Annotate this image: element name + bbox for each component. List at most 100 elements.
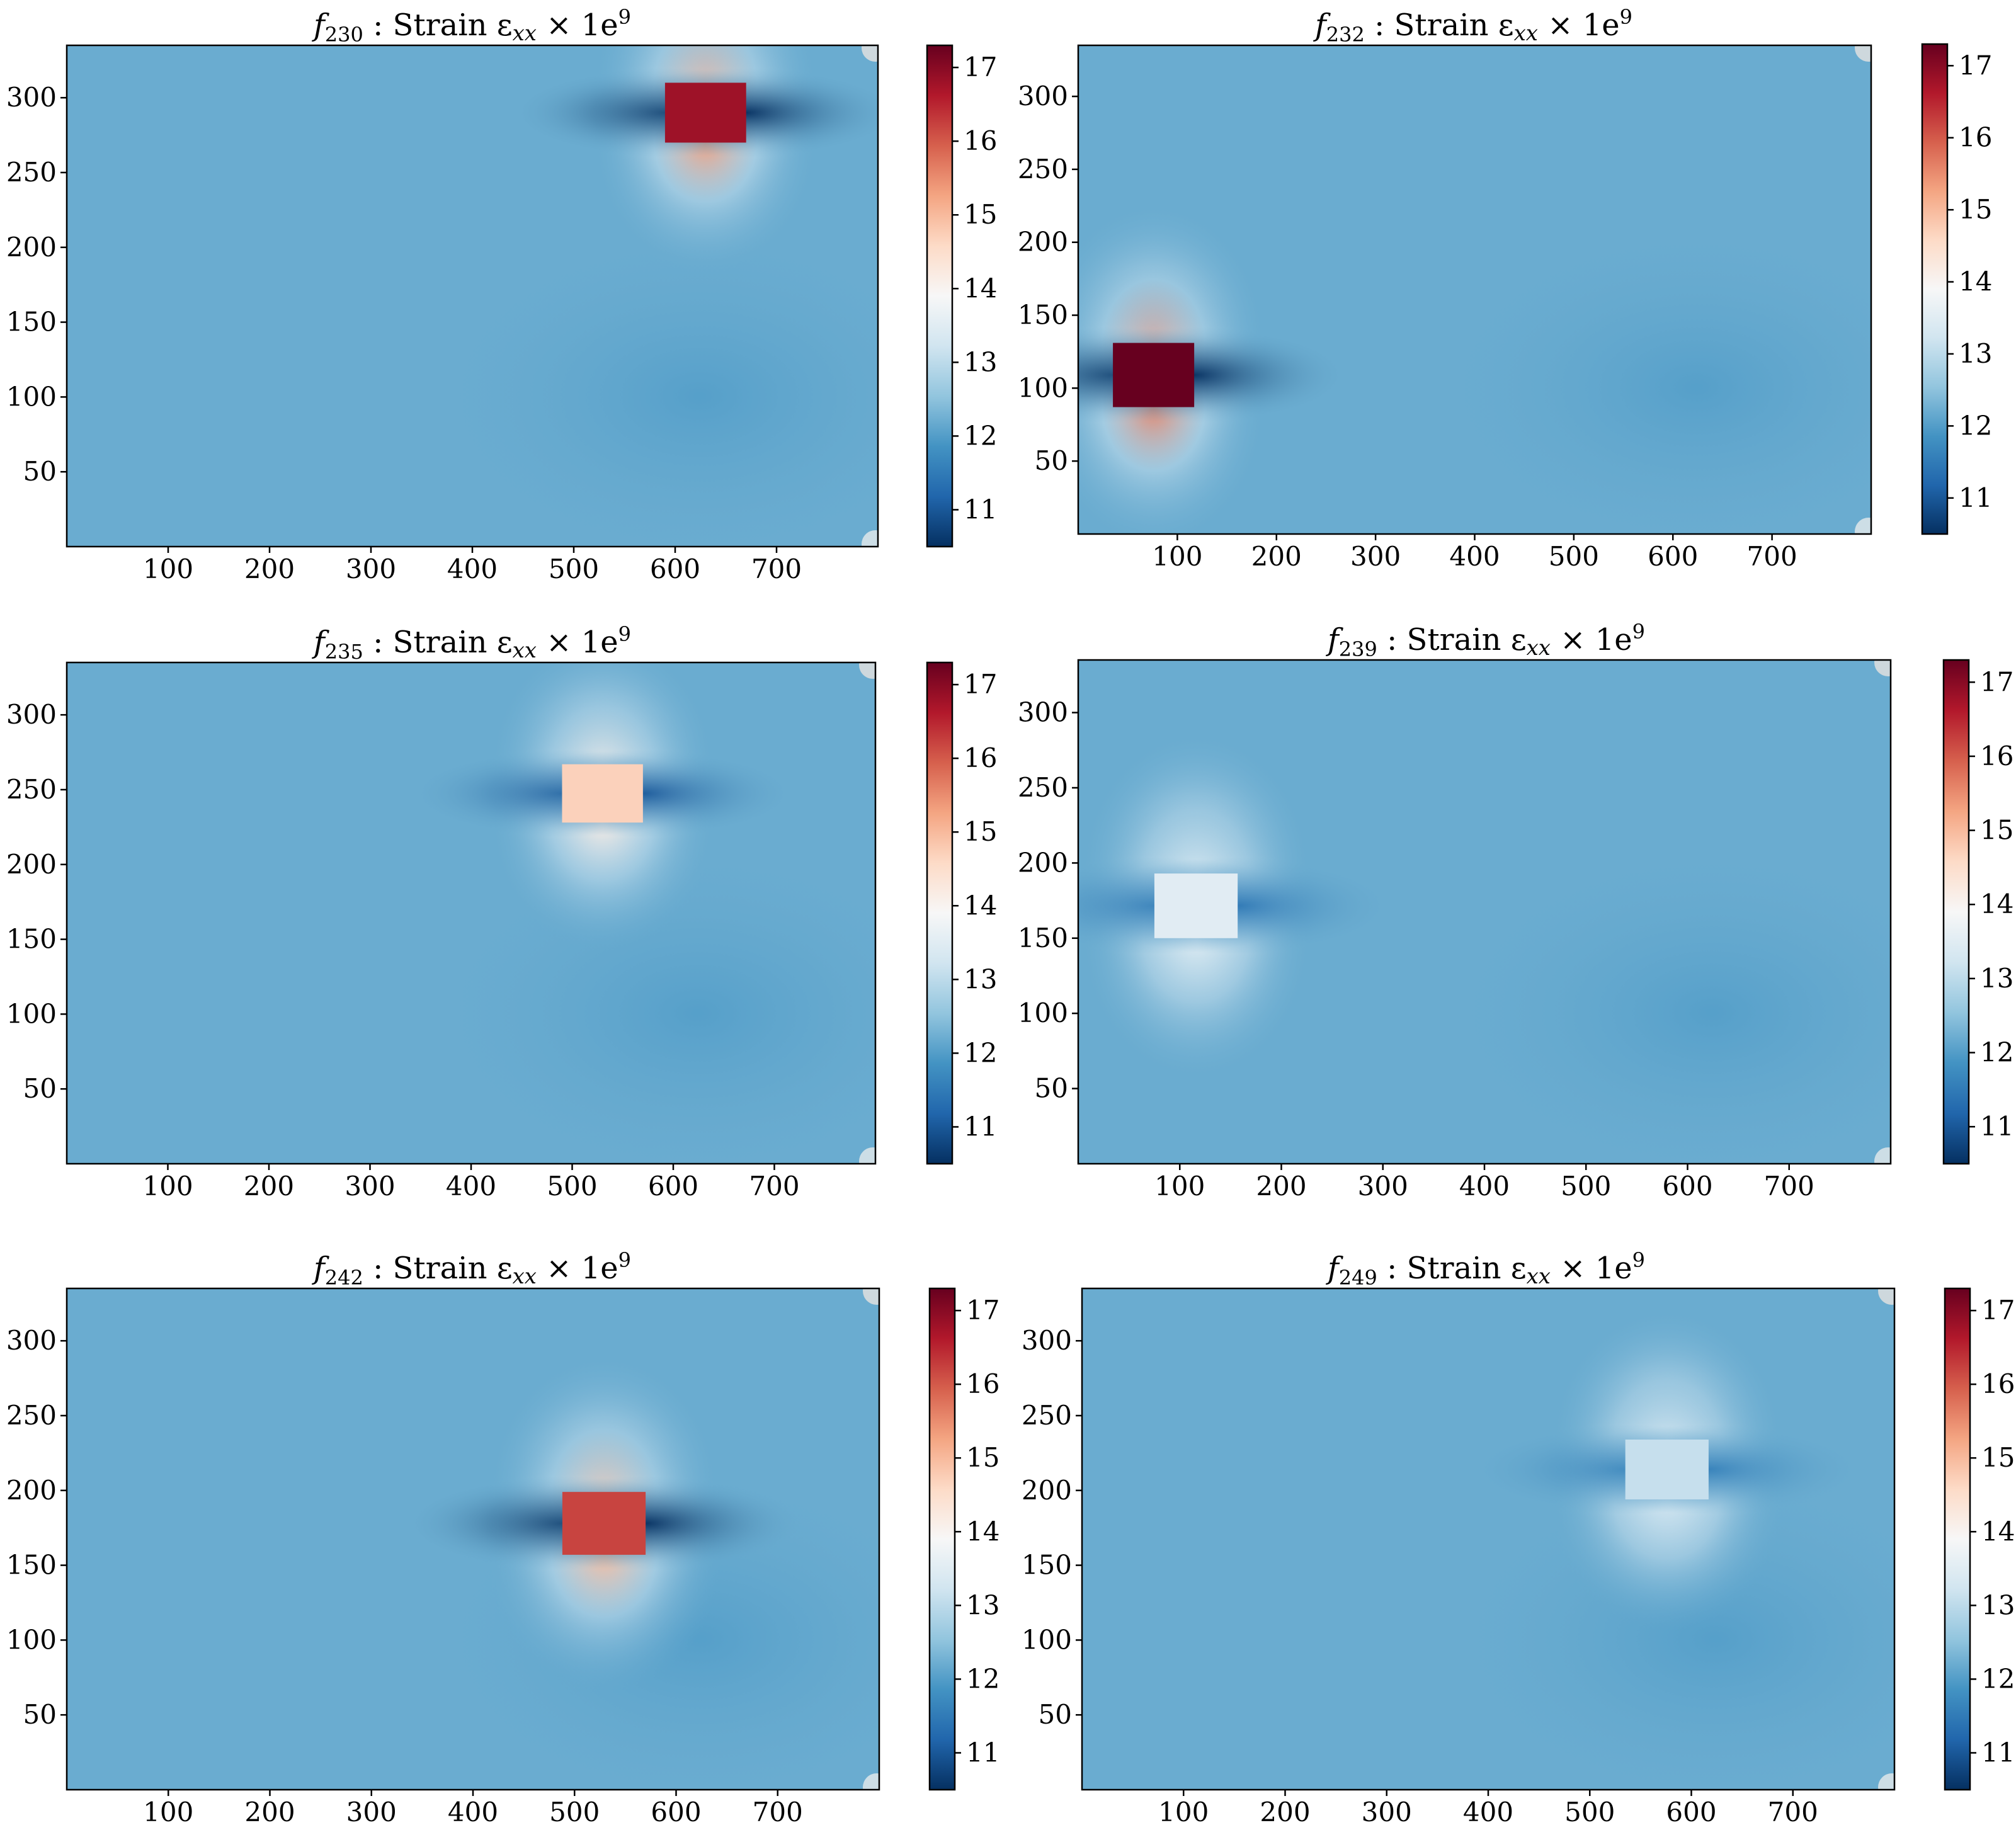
inclusion-block <box>562 1492 646 1555</box>
colorbar-tick-label: 12 <box>964 420 997 451</box>
background-variation <box>1419 216 1871 534</box>
colorbar-gradient <box>1942 659 1970 1165</box>
colorbar-tick-label: 11 <box>1980 1111 2013 1142</box>
x-tick-label: 600 <box>1648 541 1698 572</box>
y-tick-label: 50 <box>23 1699 57 1730</box>
x-tick-label: 500 <box>549 554 599 584</box>
x-tick-label: 200 <box>1260 1797 1310 1827</box>
colorbar-tick-label: 14 <box>966 1516 999 1547</box>
y-tick-label: 250 <box>1018 154 1068 185</box>
y-tick-label: 50 <box>1035 1073 1068 1104</box>
x-tick-label: 300 <box>346 554 396 584</box>
heatmap-panel-235: 100 200 300 400 500 600 700 50 100 150 200 250 300 f2… <box>6 622 998 1202</box>
colorbar-tick-label: 15 <box>964 199 997 230</box>
y-tick-label: 50 <box>23 1073 57 1104</box>
colorbar-tick-label: 15 <box>966 1442 999 1473</box>
colorbar: 11 12 13 14 15 16 17 <box>1921 43 1992 535</box>
y-tick-label: 200 <box>1022 1475 1072 1506</box>
colorbar-tick-label: 12 <box>1981 1663 2015 1694</box>
colorbar-tick-label: 14 <box>1959 266 1992 297</box>
x-tick-label: 100 <box>1158 1797 1209 1827</box>
colorbar-tick-label: 17 <box>1981 1295 2015 1326</box>
corner-artifact <box>1878 1773 1894 1790</box>
y-tick-label: 200 <box>6 232 57 263</box>
colorbar-tick-label: 13 <box>1981 1589 2015 1620</box>
corner-artifact <box>862 530 878 547</box>
colorbar-tick-label: 11 <box>1959 482 1992 513</box>
strain-field <box>67 662 875 1164</box>
colorbar-tick-label: 16 <box>1981 1368 2015 1399</box>
colorbar-tick-label: 13 <box>964 963 997 994</box>
colorbar-tick-label: 16 <box>1980 741 2013 771</box>
corner-artifact <box>1874 1147 1891 1164</box>
y-tick-label: 300 <box>1022 1325 1072 1356</box>
colorbar: 11 12 13 14 15 16 17 <box>926 44 997 548</box>
colorbar: 11 12 13 14 15 16 17 <box>928 1287 999 1791</box>
inclusion-block <box>562 764 643 823</box>
x-tick-label: 700 <box>1768 1797 1818 1827</box>
x-tick-label: 600 <box>651 1797 701 1827</box>
x-tick-label: 300 <box>345 1171 395 1202</box>
x-tick-label: 100 <box>143 554 193 584</box>
colorbar-tick-label: 12 <box>964 1037 997 1068</box>
colorbar-gradient <box>1944 1287 1971 1791</box>
y-tick-label: 200 <box>6 849 57 880</box>
panel-title: f249 : Strain εxx × 1e9 <box>1326 1248 1645 1290</box>
y-tick-label: 50 <box>1035 445 1068 476</box>
x-tick-label: 200 <box>244 554 295 584</box>
x-tick-label: 500 <box>1561 1171 1611 1202</box>
inclusion-block <box>1154 873 1238 938</box>
strain-field <box>1082 1288 1894 1790</box>
x-tick-label: 500 <box>1564 1797 1615 1827</box>
corner-artifact <box>863 1773 879 1790</box>
strain-field <box>67 1288 879 1790</box>
y-tick-label: 150 <box>1018 923 1068 953</box>
y-tick-label: 100 <box>6 1624 57 1655</box>
x-tick-label: 600 <box>1666 1797 1716 1827</box>
x-tick-label: 400 <box>1463 1797 1513 1827</box>
y-tick-label: 300 <box>6 699 57 730</box>
colorbar-tick-label: 13 <box>964 346 997 377</box>
colorbar-tick-label: 14 <box>964 273 997 304</box>
corner-artifact <box>1855 518 1871 534</box>
colorbar-tick-label: 15 <box>1981 1442 2015 1473</box>
strain-field <box>1078 45 1871 534</box>
corner-artifact <box>859 662 875 679</box>
x-tick-label: 400 <box>446 1171 496 1202</box>
heatmap-panel-239: 100 200 300 400 500 600 700 50 100 150 200 250 300 f2… <box>1018 620 2014 1202</box>
colorbar: 11 12 13 14 15 16 17 <box>926 661 997 1165</box>
colorbar-tick-label: 12 <box>1980 1037 2013 1068</box>
colorbar-tick-label: 11 <box>964 494 997 525</box>
corner-artifact <box>1874 660 1891 676</box>
x-tick-label: 100 <box>142 1171 193 1202</box>
y-tick-label: 300 <box>1018 81 1068 111</box>
x-tick-label: 200 <box>1256 1171 1306 1202</box>
y-tick-label: 100 <box>1018 372 1068 403</box>
y-tick-label: 100 <box>1022 1624 1072 1655</box>
colorbar-tick-label: 14 <box>1980 889 2013 919</box>
x-tick-label: 500 <box>549 1797 600 1827</box>
colorbar-tick-label: 11 <box>966 1737 999 1768</box>
y-tick-label: 100 <box>6 381 57 412</box>
y-tick-label: 250 <box>1022 1400 1072 1431</box>
colorbar-tick-label: 15 <box>1959 194 1992 225</box>
y-tick-label: 200 <box>6 1475 57 1506</box>
corner-artifact <box>863 1288 879 1305</box>
y-tick-label: 300 <box>6 1325 57 1356</box>
corner-artifact <box>859 1147 875 1164</box>
y-tick-label: 50 <box>23 456 57 487</box>
x-tick-label: 100 <box>1154 1171 1205 1202</box>
colorbar-tick-label: 12 <box>966 1663 999 1694</box>
colorbar-tick-label: 17 <box>964 52 997 82</box>
x-tick-label: 500 <box>547 1171 597 1202</box>
strain-field <box>67 45 878 547</box>
y-tick-label: 300 <box>6 82 57 113</box>
colorbar-tick-label: 11 <box>1981 1737 2015 1768</box>
colorbar-tick-label: 17 <box>1980 666 2013 697</box>
x-tick-label: 200 <box>244 1171 294 1202</box>
panel-title: f242 : Strain εxx × 1e9 <box>312 1248 631 1290</box>
corner-artifact <box>1855 45 1871 62</box>
corner-artifact <box>862 45 878 62</box>
colorbar-gradient <box>928 1287 956 1791</box>
